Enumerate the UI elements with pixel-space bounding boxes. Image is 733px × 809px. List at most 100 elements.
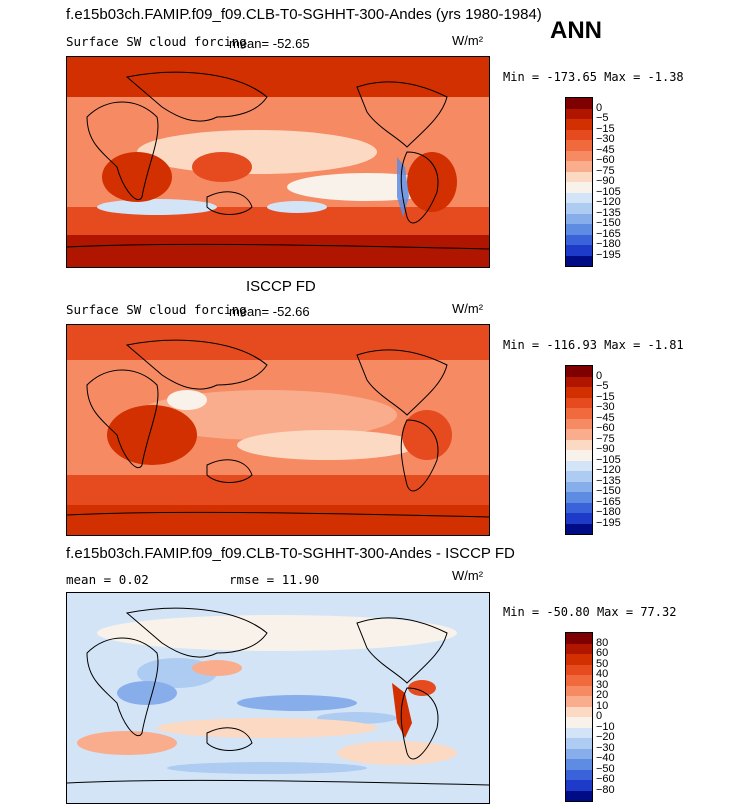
panel2-south-band [67, 505, 489, 535]
colorbar-swatch [566, 643, 592, 654]
panel1-subtropics [137, 130, 377, 174]
colorbar-tick-label: −30 [596, 741, 615, 754]
panel1-north-band [67, 57, 489, 97]
colorbar-swatch [566, 769, 592, 780]
panel1-south-band [67, 235, 489, 267]
colorbar-swatch [566, 129, 592, 140]
panel3-max-label: Max = [596, 605, 634, 619]
colorbar-swatch [566, 255, 592, 266]
colorbar-swatch [566, 439, 592, 450]
panel1-minmax: Min = -173.65 Max = -1.38 [503, 70, 684, 84]
colorbar-tick-label: −165 [596, 495, 621, 508]
panel1-map-svg [67, 57, 489, 267]
panel2-coast-antarctica [67, 511, 489, 518]
colorbar-swatch [566, 366, 592, 377]
colorbar-tick-label: −15 [596, 122, 615, 135]
colorbar-swatch [566, 108, 592, 119]
panel1-coast-samerica [400, 151, 439, 224]
panel1-coast-namerica [356, 81, 448, 148]
colorbar-tick-label: −30 [596, 401, 615, 413]
season-label: ANN [550, 17, 602, 44]
panel1-map [66, 56, 490, 268]
panel2-mean: mean= -52.66 [229, 304, 310, 319]
panel2-mean-value: -52.66 [272, 304, 310, 319]
panel3-heading: f.e15b03ch.FAMIP.f09_f09.CLB-T0-SGHHT-30… [66, 545, 515, 562]
panel2-north-band [67, 325, 489, 360]
panel2-units: W/m² [452, 301, 484, 316]
colorbar-swatch [566, 203, 592, 214]
panel2-sa-high [402, 410, 452, 460]
panel3-map-svg [67, 593, 489, 803]
colorbar-tick-label: −150 [596, 217, 621, 229]
panel3-min-label: Min = [503, 605, 540, 619]
panel1-max-label: Max = [604, 70, 641, 84]
colorbar-swatch [566, 727, 592, 738]
panel3-colorbar [565, 632, 593, 802]
colorbar-tick-label: 80 [596, 636, 609, 649]
colorbar-swatch [566, 450, 592, 461]
colorbar-tick-label: −75 [596, 432, 615, 445]
colorbar-tick-label: −45 [596, 143, 615, 156]
colorbar-tick-label: −80 [596, 783, 615, 796]
colorbar-tick-label: −120 [596, 196, 621, 208]
colorbar-swatch [566, 182, 592, 193]
colorbar-swatch [566, 748, 592, 759]
panel3-mean: mean = 0.02 [66, 572, 149, 587]
panel3-units: W/m² [452, 568, 484, 583]
panel2-max-label: Max = [604, 338, 641, 352]
panel2-africa-high [107, 405, 197, 465]
panel1-pacific-low [267, 201, 327, 213]
panel1-units: W/m² [452, 33, 484, 48]
colorbar-swatch [566, 234, 592, 245]
panel1-sa-high [407, 152, 457, 212]
colorbar-swatch [566, 460, 592, 471]
colorbar-swatch [566, 738, 592, 749]
colorbar-swatch [566, 696, 592, 707]
panel2-coast-eurasia [125, 339, 268, 390]
panel3-rmse: rmse = 11.90 [229, 572, 319, 587]
colorbar-tick-label: −45 [596, 411, 615, 424]
colorbar-swatch [566, 780, 592, 791]
colorbar-tick-label: −135 [596, 206, 621, 219]
colorbar-swatch [566, 408, 592, 419]
colorbar-swatch [566, 502, 592, 513]
colorbar-swatch [566, 664, 592, 675]
panel3-amazon-pos [408, 680, 436, 696]
panel3-max-value: 77.32 [640, 605, 677, 619]
colorbar-tick-label: −20 [596, 731, 615, 743]
panel1-colorbar [565, 97, 593, 267]
panel1-maritime [192, 152, 252, 182]
colorbar-swatch [566, 245, 592, 256]
panel1-colorbar-swatches [566, 98, 592, 266]
panel1-indian-ocean-low [97, 199, 217, 215]
panel3-map [66, 592, 490, 804]
panel3-min-value: -50.80 [546, 605, 590, 619]
colorbar-swatch [566, 119, 592, 130]
colorbar-tick-label: 30 [596, 678, 609, 691]
panel3-southern-ocean-low [167, 762, 367, 774]
colorbar-tick-label: −40 [596, 752, 615, 764]
panel3-south-pos [157, 718, 377, 738]
panel3-rmse-label: rmse = [229, 572, 275, 587]
colorbar-tick-label: −10 [596, 720, 615, 733]
colorbar-tick-label: −60 [596, 154, 615, 166]
colorbar-swatch [566, 759, 592, 770]
colorbar-swatch [566, 633, 592, 644]
colorbar-swatch [566, 523, 592, 534]
colorbar-swatch [566, 376, 592, 387]
panel1-max-value: -1.38 [647, 70, 684, 84]
colorbar-tick-label: 10 [596, 699, 609, 712]
panel3-africa-low [117, 681, 177, 705]
panel1-field-label: Surface SW cloud forcing [66, 34, 247, 49]
colorbar-swatch [566, 654, 592, 665]
colorbar-swatch [566, 471, 592, 482]
panel3-south-atlantic-pos [337, 741, 457, 765]
colorbar-swatch [566, 171, 592, 182]
panel3-andes-max [392, 683, 412, 738]
panel1-mean: mean= -52.65 [229, 36, 310, 51]
panel3-coast-eurasia [125, 607, 268, 658]
colorbar-swatch [566, 224, 592, 235]
colorbar-swatch [566, 397, 592, 408]
colorbar-tick-label: −150 [596, 485, 621, 497]
panel3-rmse-value: 11.90 [281, 572, 320, 587]
